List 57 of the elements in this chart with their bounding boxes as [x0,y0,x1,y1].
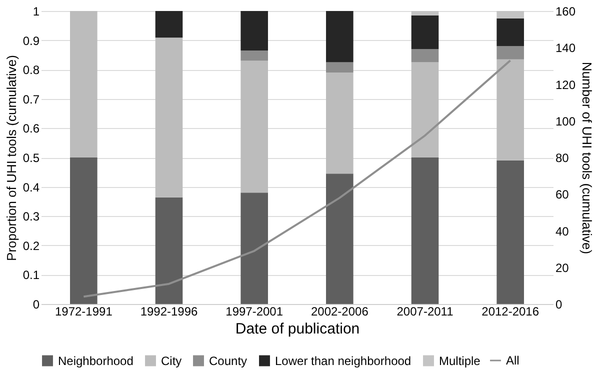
y-tick-label: 0.6 [22,122,40,136]
y2-tick-label: 20 [556,260,570,275]
bar [411,11,439,16]
bar [496,18,524,46]
x-tick-label: 1972-1991 [54,304,113,318]
bar [411,49,439,62]
y2-tick-label: 120 [556,78,576,92]
bar [155,38,183,198]
x-tick-label: 2007-2011 [396,304,454,318]
legend-label: All [506,354,520,368]
bar [411,62,439,158]
legend-label: City [161,354,182,368]
bar [70,158,98,304]
y-axis-title: Proportion of UHI tools (cumulative) [4,55,19,261]
y-tick-label: 0.4 [22,180,40,194]
x-tick-label: 2012-2016 [482,304,540,318]
y2-tick-label: 0 [556,298,562,312]
legend-label: County [209,354,248,368]
bar [496,11,524,18]
y-tick-label: 0.8 [22,63,40,78]
y-tick-label: 0.7 [22,92,40,106]
bar [240,60,268,193]
x-tick-label: 1992-1996 [140,304,198,318]
y2-axis-title: Number of UHI tools (cumulative) [580,62,595,254]
y-tick-label: 1 [32,4,40,18]
bar [411,158,439,304]
legend-label: Multiple [439,354,481,368]
y2-tick-label: 80 [556,151,570,165]
bar [155,11,183,38]
y2-tick-label: 140 [556,41,576,56]
bar [240,192,268,304]
legend-label: Neighborhood [58,354,134,368]
bar [240,50,268,61]
y-tick-label: 0.1 [22,268,40,282]
bar [326,72,354,174]
y2-tick-label: 60 [556,188,570,202]
y-tick-label: 0.5 [22,151,40,165]
y-tick-label: 0.2 [22,238,40,253]
y-tick-label: 0.3 [22,210,40,224]
bar [411,15,439,50]
x-tick-label: 2002-2006 [310,304,369,318]
bar [155,197,183,304]
bar [496,160,524,304]
y2-tick-label: 100 [556,114,576,128]
y-tick-label: 0 [32,298,40,312]
bar [326,11,354,62]
x-tick-label: 1997-2001 [226,304,284,318]
bar [240,11,268,51]
bar [326,62,354,73]
legend-label: Lower than neighborhood [275,354,412,368]
x-axis-title: Date of publication [235,320,360,338]
bar [326,174,354,304]
bar [496,59,524,160]
y2-tick-label: 160 [556,4,576,18]
y-tick-label: 0.9 [22,34,40,48]
y2-tick-label: 40 [556,224,570,238]
bar [70,11,98,158]
